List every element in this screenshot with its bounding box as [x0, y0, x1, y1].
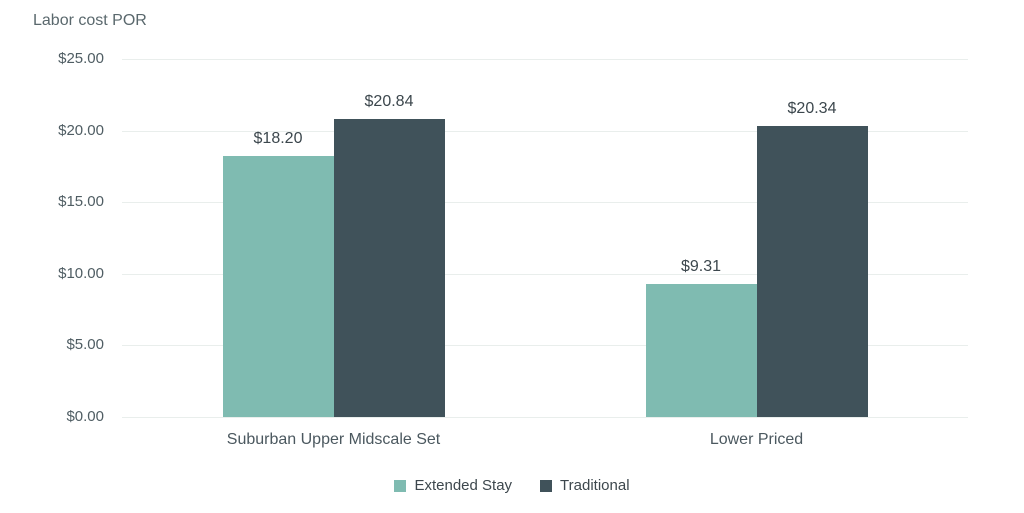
y-axis-tick-label: $5.00	[66, 336, 104, 354]
gridline	[122, 130, 968, 132]
x-category-label: Lower Priced	[709, 431, 804, 448]
gridline	[122, 273, 968, 275]
x-category-label: Suburban Upper Midscale Set	[226, 431, 441, 448]
chart-legend: Extended Stay Traditional	[0, 477, 1024, 494]
gridline	[122, 59, 968, 60]
bar-extended-stay	[222, 156, 334, 417]
legend-item-extended-stay: Extended Stay	[394, 477, 512, 494]
legend-label: Extended Stay	[414, 477, 513, 494]
gridline	[122, 202, 968, 204]
chart-title: Labor cost POR	[33, 12, 147, 29]
bar-value-label: $9.31	[680, 257, 722, 275]
bar-traditional	[333, 118, 445, 417]
bar-value-label: $18.20	[253, 130, 303, 148]
legend-item-traditional: Traditional	[540, 477, 630, 494]
bar-extended-stay	[645, 283, 757, 417]
y-axis-tick-label: $15.00	[58, 193, 104, 211]
legend-swatch-icon	[540, 479, 553, 492]
y-axis-tick-label: $25.00	[58, 50, 104, 67]
bar-traditional	[756, 125, 868, 417]
bar-value-label: $20.84	[364, 92, 414, 110]
bar-value-label: $20.34	[787, 99, 837, 117]
y-axis-tick-label: $0.00	[66, 408, 104, 425]
plot-area: $18.20 $20.84 $9.31 $20.34	[122, 59, 968, 418]
y-axis-tick-label: $10.00	[58, 264, 104, 282]
y-axis-tick-label: $20.00	[58, 121, 104, 139]
gridline	[122, 417, 968, 418]
legend-swatch-icon	[394, 479, 407, 492]
legend-label: Traditional	[560, 477, 630, 494]
gridline	[122, 345, 968, 347]
